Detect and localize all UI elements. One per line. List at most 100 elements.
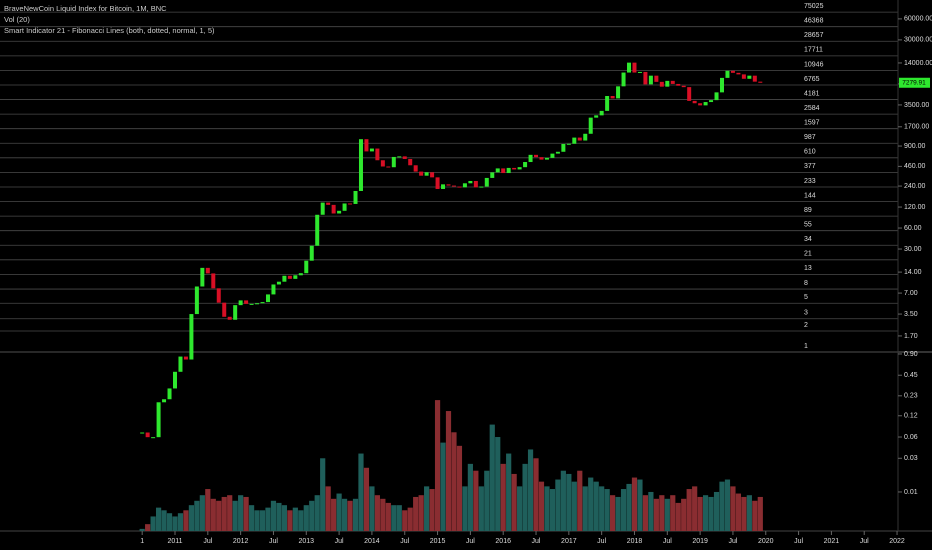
candle-body <box>747 75 752 79</box>
fib-label: 4181 <box>804 90 820 97</box>
volume-bar <box>210 498 216 531</box>
candle-body <box>479 186 484 188</box>
candle-body <box>222 302 227 317</box>
x-tick-label: 2021 <box>824 538 840 545</box>
candle-body <box>561 143 566 152</box>
volume-bar <box>473 470 479 531</box>
candle-body <box>249 303 254 305</box>
candle-body <box>451 185 456 187</box>
volume-bar <box>582 486 588 531</box>
volume-bar <box>675 502 681 531</box>
candle-body <box>265 294 270 303</box>
candle-body <box>375 148 380 161</box>
volume-bar <box>577 470 583 531</box>
candle-body <box>391 156 396 168</box>
volume-bar <box>555 479 561 531</box>
candle-body <box>468 180 473 184</box>
fib-label: 2 <box>804 322 808 329</box>
volume-bar <box>620 489 627 531</box>
y-tick-label: 30.00 <box>904 246 922 253</box>
y-tick-label: 30000.00 <box>904 37 932 44</box>
x-tick-label: Jul <box>663 538 672 545</box>
candle-body <box>687 87 692 101</box>
x-tick-label: Jul <box>597 538 606 545</box>
candle-body <box>681 85 686 88</box>
volume-bar <box>610 495 616 531</box>
volume-bar <box>648 491 654 531</box>
volume-bar <box>380 498 386 531</box>
candle-body <box>260 302 265 304</box>
candle-body <box>315 214 320 246</box>
volume-bar <box>664 498 670 531</box>
candle-body <box>183 356 188 360</box>
volume-bar <box>232 500 238 531</box>
y2-tick-label: 0.45 <box>904 372 918 379</box>
candle-body <box>741 74 746 79</box>
volume-bar <box>314 495 320 531</box>
volume-bar <box>637 479 643 531</box>
volume-bar <box>424 486 430 531</box>
candle-body <box>200 267 205 287</box>
fib-label: 377 <box>804 163 816 170</box>
fib-label: 1 <box>804 343 808 350</box>
volume-bar <box>456 445 463 531</box>
y-tick-label: 7.00 <box>904 290 918 297</box>
x-tick-label: 2014 <box>364 538 380 545</box>
candle-body <box>358 139 363 191</box>
volume-bar <box>517 486 523 531</box>
volume-bar <box>172 516 178 531</box>
candle-body <box>637 71 642 73</box>
fib-label: 3 <box>804 310 808 317</box>
volume-bar <box>363 467 370 531</box>
candle-body <box>703 102 708 106</box>
y-tick-label: 3.50 <box>904 311 918 318</box>
volume-bar <box>248 505 255 531</box>
candle-body <box>167 388 172 400</box>
candle-body <box>233 305 238 320</box>
volume-bar <box>713 491 720 531</box>
fib-label: 5 <box>804 294 808 301</box>
volume-bar <box>730 486 736 531</box>
volume-bar <box>719 481 725 531</box>
candle-body <box>271 284 276 295</box>
candle-body <box>293 275 298 279</box>
candle-body <box>156 402 161 438</box>
volume-bar <box>254 510 260 531</box>
candle-body <box>758 81 763 83</box>
volume-bar <box>593 481 599 531</box>
candle-body <box>276 281 281 285</box>
volume-bar <box>347 500 353 531</box>
candle-body <box>216 288 221 303</box>
volume-bar <box>418 495 424 531</box>
y2-tick-label: 0.12 <box>904 413 918 420</box>
volume-bar <box>445 411 452 531</box>
y2-tick-label: 0.06 <box>904 434 918 441</box>
x-tick-label: Jul <box>794 538 803 545</box>
plot <box>0 11 898 531</box>
volume-bar <box>681 498 687 531</box>
candle-body <box>282 275 287 282</box>
candle-body <box>534 154 539 158</box>
volume-bar <box>385 502 391 531</box>
candle-body <box>402 156 407 159</box>
candle-body <box>512 167 517 170</box>
fib-label: 21 <box>804 251 812 258</box>
candle-body <box>566 143 571 145</box>
volume-bar <box>325 486 331 531</box>
volume-bar <box>489 424 495 531</box>
volume-bar <box>429 489 435 531</box>
candle-body <box>320 202 325 215</box>
candle-body <box>616 86 621 99</box>
candle-body <box>692 100 697 104</box>
candle-body <box>714 92 719 101</box>
candle-body <box>457 186 462 188</box>
candle-body <box>424 172 429 176</box>
candle-body <box>665 80 670 87</box>
volume-bar <box>434 400 441 531</box>
y-tick-label: 900.00 <box>904 143 926 150</box>
candle-body <box>632 62 637 73</box>
x-tick-label: Jul <box>335 538 344 545</box>
volume-bar <box>194 500 200 531</box>
x-tick-label: 2016 <box>495 538 511 545</box>
